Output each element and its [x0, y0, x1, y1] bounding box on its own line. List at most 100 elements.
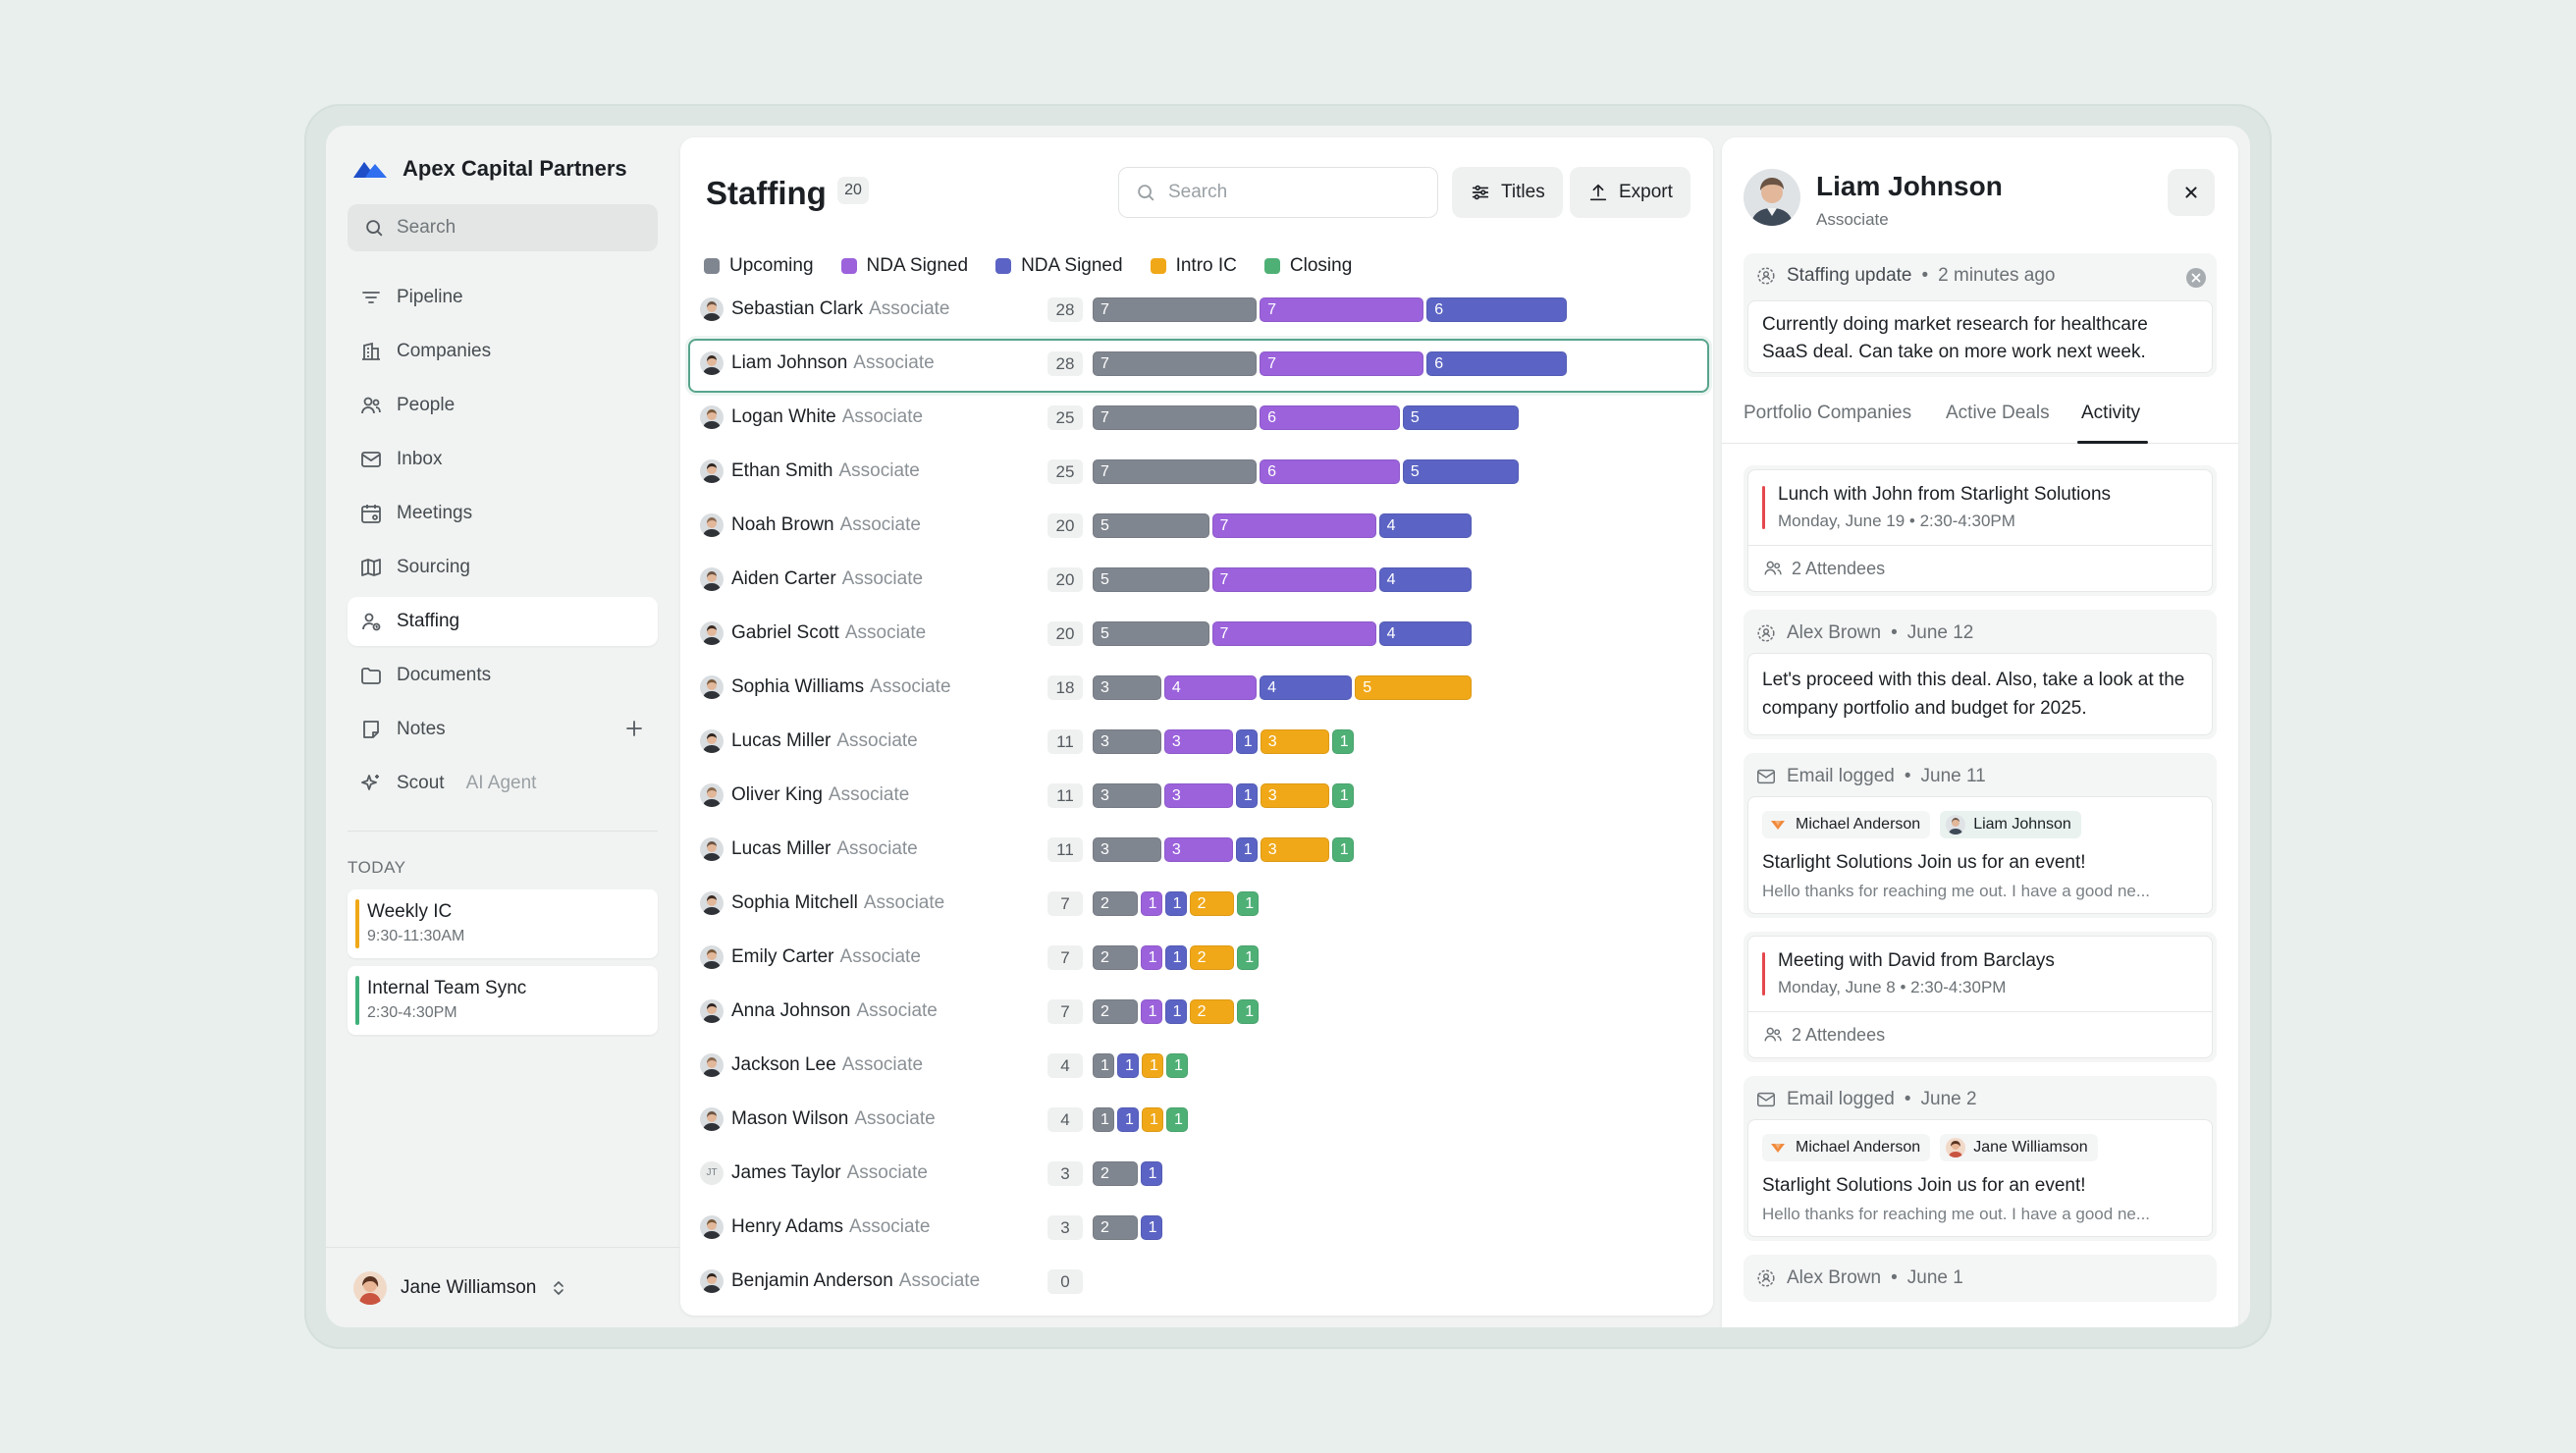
meeting-attendees[interactable]: 2 Attendees — [1748, 546, 2212, 591]
tab-active-deals[interactable]: Active Deals — [1946, 403, 2050, 423]
sidebar-item-meetings[interactable]: Meetings — [348, 489, 658, 538]
workload-segment[interactable]: 1 — [1164, 891, 1187, 916]
workload-segment[interactable]: 7 — [1211, 621, 1376, 646]
workload-segment[interactable]: 1 — [1237, 891, 1260, 916]
workload-segment[interactable]: 6 — [1260, 405, 1400, 430]
workload-segment[interactable]: 4 — [1163, 675, 1258, 700]
workload-segment[interactable]: 7 — [1211, 567, 1376, 592]
sidebar-item-staffing[interactable]: Staffing — [348, 597, 658, 646]
workload-segment[interactable]: 1 — [1140, 1161, 1162, 1186]
workload-segment[interactable]: 5 — [1093, 513, 1209, 538]
staffing-search-input[interactable]: Search — [1118, 167, 1438, 218]
meeting-attendees[interactable]: 2 Attendees — [1748, 1012, 2212, 1057]
event-card[interactable]: Weekly IC 9:30-11:30AM — [348, 889, 658, 958]
workload-segment[interactable]: 5 — [1402, 405, 1520, 430]
workload-segment[interactable]: 1 — [1331, 837, 1354, 862]
workload-segment[interactable]: 1 — [1237, 945, 1260, 970]
staffing-row[interactable]: Noah Brown Associate 20 5 7 4 — [680, 499, 1713, 553]
staffing-row[interactable]: JT James Taylor Associate 3 2 1 — [680, 1147, 1713, 1201]
workload-segment[interactable]: 1 — [1331, 783, 1354, 808]
workload-segment[interactable]: 1 — [1166, 1053, 1188, 1078]
staffing-row[interactable]: Lucas Miller Associate 11 3 3 1 3 1 — [680, 823, 1713, 877]
event-card[interactable]: Internal Team Sync 2:30-4:30PM — [348, 966, 658, 1035]
close-button[interactable] — [2168, 169, 2215, 216]
workload-segment[interactable]: 1 — [1093, 1053, 1114, 1078]
activity-note-card[interactable]: Alex Brown • June 12 Let's proceed with … — [1744, 610, 2217, 739]
workload-segment[interactable]: 3 — [1260, 783, 1329, 808]
staffing-row[interactable]: Oliver King Associate 11 3 3 1 3 1 — [680, 769, 1713, 823]
brand[interactable]: Apex Capital Partners — [351, 147, 627, 190]
workload-segment[interactable]: 4 — [1378, 513, 1472, 538]
workload-segment[interactable]: 6 — [1426, 351, 1567, 376]
sidebar-item-companies[interactable]: Companies — [348, 327, 658, 376]
workload-segment[interactable]: 3 — [1093, 675, 1161, 700]
workload-segment[interactable]: 7 — [1093, 351, 1258, 376]
workload-segment[interactable]: 1 — [1142, 1107, 1163, 1132]
workload-segment[interactable]: 1 — [1235, 837, 1258, 862]
workload-segment[interactable]: 5 — [1093, 567, 1209, 592]
staffing-row[interactable]: Logan White Associate 25 7 6 5 — [680, 391, 1713, 445]
workload-segment[interactable]: 1 — [1117, 1053, 1139, 1078]
workload-segment[interactable]: 7 — [1093, 297, 1258, 322]
staffing-row[interactable]: Anna Johnson Associate 7 2 1 1 2 1 — [680, 985, 1713, 1039]
workload-segment[interactable]: 3 — [1093, 783, 1161, 808]
workload-segment[interactable]: 7 — [1260, 351, 1424, 376]
sidebar-item-sourcing[interactable]: Sourcing — [348, 543, 658, 592]
staffing-row[interactable]: Henry Adams Associate 3 2 1 — [680, 1201, 1713, 1255]
workload-segment[interactable]: 1 — [1166, 1107, 1188, 1132]
participant-chip[interactable]: Michael Anderson — [1762, 811, 1931, 838]
titles-button[interactable]: Titles — [1452, 167, 1563, 218]
sidebar-item-pipeline[interactable]: Pipeline — [348, 273, 658, 322]
sidebar-item-inbox[interactable]: Inbox — [348, 435, 658, 484]
workload-segment[interactable]: 4 — [1260, 675, 1353, 700]
workload-segment[interactable]: 1 — [1164, 945, 1187, 970]
workload-segment[interactable]: 2 — [1189, 945, 1235, 970]
workload-segment[interactable]: 2 — [1189, 999, 1235, 1024]
workload-segment[interactable]: 1 — [1164, 999, 1187, 1024]
staffing-row[interactable]: Benjamin Anderson Associate 0 — [680, 1255, 1713, 1309]
workload-segment[interactable]: 1 — [1142, 1053, 1163, 1078]
tab-activity[interactable]: Activity — [2081, 403, 2141, 423]
workload-segment[interactable]: 3 — [1163, 837, 1233, 862]
dismiss-icon[interactable] — [2185, 267, 2207, 289]
workload-segment[interactable]: 1 — [1235, 783, 1258, 808]
workload-segment[interactable]: 1 — [1237, 999, 1260, 1024]
workload-segment[interactable]: 2 — [1093, 1215, 1138, 1240]
activity-meeting-card[interactable]: Lunch with John from Starlight Solutions… — [1744, 465, 2217, 596]
workload-segment[interactable]: 3 — [1093, 729, 1161, 754]
workload-segment[interactable]: 1 — [1331, 729, 1354, 754]
sidebar-item-notes[interactable]: Notes — [348, 705, 658, 754]
staffing-row[interactable]: Sophia Williams Associate 18 3 4 4 5 — [680, 661, 1713, 715]
sidebar-item-documents[interactable]: Documents — [348, 651, 658, 700]
workload-segment[interactable]: 3 — [1260, 729, 1329, 754]
workload-segment[interactable]: 2 — [1093, 1161, 1138, 1186]
workload-segment[interactable]: 4 — [1378, 621, 1472, 646]
activity-email-card[interactable]: Email logged • June 11 Michael Anderson — [1744, 753, 2217, 918]
workload-segment[interactable]: 3 — [1260, 837, 1329, 862]
participant-chip[interactable]: Michael Anderson — [1762, 1134, 1931, 1161]
sidebar-item-scout[interactable]: Scout AI Agent — [348, 759, 658, 808]
workload-segment[interactable]: 5 — [1402, 459, 1520, 484]
workload-segment[interactable]: 1 — [1140, 945, 1162, 970]
add-note-icon[interactable] — [622, 717, 646, 740]
staffing-row[interactable]: Sebastian Clark Associate 28 7 7 6 — [680, 283, 1713, 337]
staffing-row[interactable]: Liam Johnson Associate 28 7 7 6 — [680, 337, 1713, 393]
workload-segment[interactable]: 3 — [1163, 783, 1233, 808]
activity-email-card[interactable]: Email logged • June 2 Michael Anderson — [1744, 1076, 2217, 1241]
workload-segment[interactable]: 1 — [1117, 1107, 1139, 1132]
tab-portfolio-companies[interactable]: Portfolio Companies — [1744, 403, 1912, 423]
workload-segment[interactable]: 3 — [1093, 837, 1161, 862]
workload-segment[interactable]: 5 — [1355, 675, 1472, 700]
workload-segment[interactable]: 5 — [1093, 621, 1209, 646]
workload-segment[interactable]: 2 — [1093, 891, 1138, 916]
workload-segment[interactable]: 3 — [1163, 729, 1233, 754]
staffing-row[interactable]: Aiden Carter Associate 20 5 7 4 — [680, 553, 1713, 607]
staffing-row[interactable]: Ethan Smith Associate 25 7 6 5 — [680, 445, 1713, 499]
participant-chip[interactable]: Liam Johnson — [1940, 811, 2081, 838]
staffing-row[interactable]: Emily Carter Associate 7 2 1 1 2 1 — [680, 931, 1713, 985]
workload-segment[interactable]: 6 — [1260, 459, 1400, 484]
workload-segment[interactable]: 2 — [1189, 891, 1235, 916]
staffing-row[interactable]: Lucas Miller Associate 11 3 3 1 3 1 — [680, 715, 1713, 769]
workload-segment[interactable]: 4 — [1378, 567, 1472, 592]
workload-segment[interactable]: 7 — [1093, 459, 1258, 484]
